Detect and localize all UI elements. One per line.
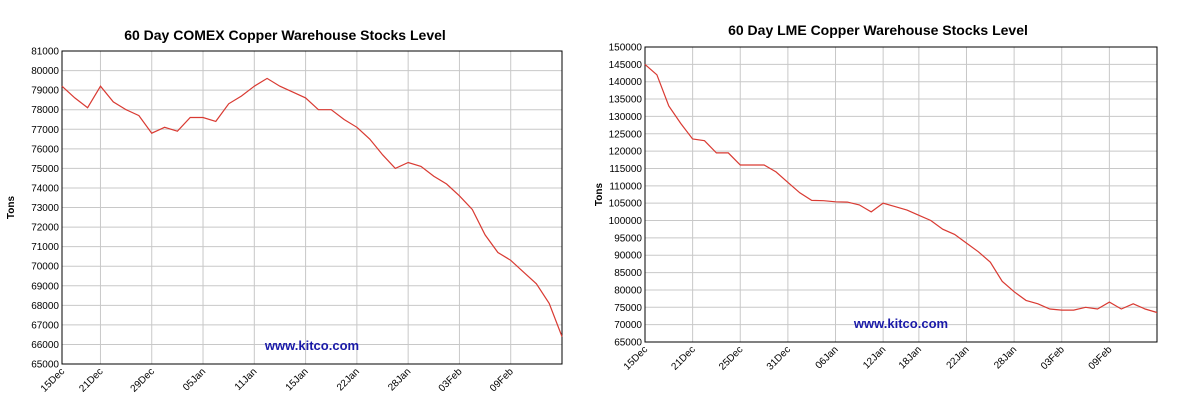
y-tick-label: 69000 (31, 281, 59, 292)
y-tick-label: 120000 (609, 147, 643, 158)
plot-frame (61, 50, 563, 365)
x-tick-label: 28Jan (992, 344, 1019, 371)
x-tick-label: 11Jan (233, 366, 260, 393)
y-tick-label: 105000 (609, 199, 643, 210)
y-tick-label: 85000 (614, 268, 642, 279)
y-tick-label: 115000 (609, 164, 642, 175)
x-tick-label: 21Dec (670, 344, 698, 372)
x-tick-label: 03Feb (437, 366, 465, 394)
x-tick-label: 15Dec (39, 366, 67, 394)
y-tick-label: 95000 (614, 233, 642, 244)
y-tick-label: 67000 (31, 320, 59, 331)
y-tick-label: 80000 (31, 66, 59, 77)
y-tick-label: 65000 (614, 338, 642, 349)
x-tick-label: 18Jan (897, 344, 924, 371)
watermark: www.kitco.com (853, 316, 948, 331)
plot-frame (644, 46, 1158, 343)
chart-title: 60 Day COMEX Copper Warehouse Stocks Lev… (124, 27, 446, 43)
y-tick-label: 140000 (609, 77, 643, 88)
x-tick-label: 05Jan (181, 366, 208, 393)
y-tick-label: 71000 (31, 242, 59, 253)
chart-title: 60 Day LME Copper Warehouse Stocks Level (728, 22, 1028, 38)
y-tick-label: 145000 (609, 60, 643, 71)
x-tick-label: 15Jan (284, 366, 311, 393)
x-tick-label: 15Dec (622, 344, 650, 372)
y-tick-label: 68000 (31, 301, 59, 312)
y-tick-label: 72000 (31, 223, 59, 234)
y-tick-label: 70000 (31, 262, 59, 273)
y-tick-label: 125000 (609, 129, 643, 140)
y-tick-label: 79000 (31, 86, 59, 97)
plot-area (645, 47, 1157, 342)
x-tick-label: 31Dec (765, 344, 793, 372)
x-tick-label: 06Jan (814, 344, 841, 371)
y-axis-label: Tons (6, 195, 17, 219)
x-tick-label: 25Dec (717, 344, 745, 372)
y-axis-label: Tons (594, 182, 605, 206)
x-tick-label: 28Jan (386, 366, 413, 393)
x-tick-label: 29Dec (129, 366, 157, 394)
y-tick-label: 81000 (31, 47, 59, 58)
y-tick-label: 135000 (609, 95, 643, 106)
data-line (644, 63, 1158, 314)
y-tick-label: 66000 (31, 340, 59, 351)
x-tick-label: 03Feb (1039, 344, 1067, 372)
y-tick-label: 130000 (609, 112, 643, 123)
y-tick-label: 110000 (609, 181, 642, 192)
y-tick-label: 100000 (609, 216, 643, 227)
y-tick-label: 70000 (614, 320, 642, 331)
y-tick-label: 77000 (31, 125, 59, 136)
watermark: www.kitco.com (264, 338, 359, 353)
y-tick-label: 78000 (31, 105, 59, 116)
y-tick-label: 65000 (31, 360, 59, 371)
x-tick-label: 21Dec (77, 366, 105, 394)
data-line (61, 77, 563, 337)
y-tick-label: 80000 (614, 285, 642, 296)
x-tick-label: 12Jan (861, 344, 888, 371)
x-tick-label: 09Feb (1087, 344, 1115, 372)
y-tick-label: 150000 (609, 43, 643, 54)
x-tick-label: 22Jan (335, 366, 362, 393)
y-tick-label: 74000 (31, 183, 59, 194)
x-tick-label: 09Feb (488, 366, 516, 394)
y-tick-label: 73000 (31, 203, 59, 214)
y-tick-label: 75000 (31, 164, 59, 175)
y-tick-label: 90000 (614, 251, 642, 262)
y-tick-label: 76000 (31, 144, 59, 155)
y-tick-label: 75000 (614, 303, 642, 314)
x-tick-label: 22Jan (945, 344, 972, 371)
